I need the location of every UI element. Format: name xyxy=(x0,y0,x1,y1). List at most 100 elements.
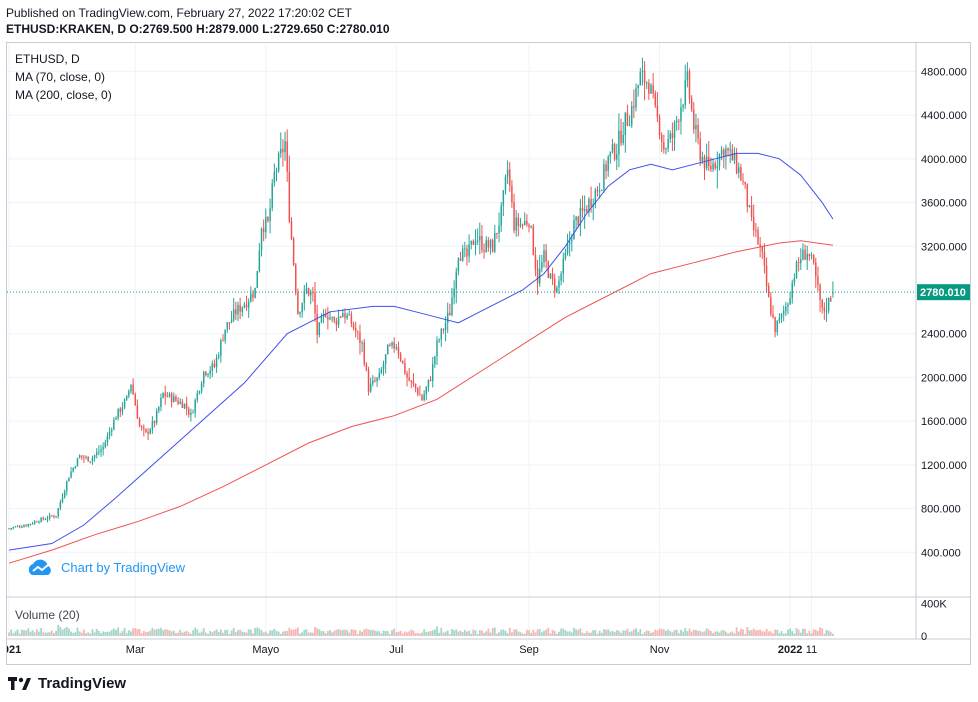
volume-bar xyxy=(759,629,762,636)
volume-bar xyxy=(288,627,291,636)
volume-bar xyxy=(254,628,256,636)
candle-body xyxy=(605,164,607,172)
volume-bar xyxy=(307,632,310,636)
candle-body xyxy=(701,156,704,162)
volume-bar xyxy=(532,629,535,636)
volume-bar xyxy=(237,630,239,636)
volume-bar xyxy=(200,631,203,636)
time-tick-label: Jul xyxy=(389,644,403,656)
candle-body xyxy=(530,226,532,228)
volume-bar xyxy=(170,631,173,636)
candle-body xyxy=(566,244,569,253)
volume-bar xyxy=(637,632,640,636)
candle-body xyxy=(714,163,716,169)
candle-body xyxy=(387,344,389,355)
candle-body xyxy=(10,528,12,530)
volume-bar xyxy=(814,629,817,636)
volume-bar xyxy=(204,632,207,636)
candle-body xyxy=(275,170,278,172)
candle-body xyxy=(303,290,306,304)
candle-body xyxy=(746,183,749,207)
volume-bar xyxy=(399,630,402,636)
candle-body xyxy=(81,455,83,457)
candle-body xyxy=(616,154,618,160)
volume-bar xyxy=(791,631,794,636)
volume-bar xyxy=(393,628,396,636)
volume-bar xyxy=(780,631,783,636)
last-price-label: 2780.010 xyxy=(920,287,966,299)
candle-body xyxy=(299,311,301,314)
volume-bar xyxy=(249,629,252,636)
price-chart[interactable]: 400.000 800.000 1200.000 1600.000 2000.000 24… xyxy=(7,43,970,664)
volume-bar xyxy=(316,628,319,636)
legend-ma200[interactable]: MA (200, close, 0) xyxy=(15,88,112,102)
legend-ma70[interactable]: MA (70, close, 0) xyxy=(15,70,106,84)
candle-body xyxy=(472,240,475,245)
candle-body xyxy=(153,421,156,423)
candle-body xyxy=(222,340,224,342)
volume-bar xyxy=(46,632,49,636)
candle-body xyxy=(29,523,32,525)
volume-bar xyxy=(40,628,42,636)
volume-bar xyxy=(615,630,618,636)
candle-body xyxy=(262,228,265,233)
footer-logo[interactable]: TradingView xyxy=(8,675,126,692)
candle-body xyxy=(446,312,449,324)
watermark[interactable]: Chart by TradingView xyxy=(25,556,185,578)
candle-body xyxy=(630,106,633,126)
candle-body xyxy=(718,154,721,167)
volume-bar xyxy=(341,629,344,636)
volume-bar xyxy=(267,633,269,636)
volume-label[interactable]: Volume (20) xyxy=(15,608,80,622)
candle-body xyxy=(220,340,222,356)
volume-bar xyxy=(192,630,194,636)
volume-bar xyxy=(555,633,558,636)
volume-bar xyxy=(787,629,789,636)
volume-bar xyxy=(521,633,524,636)
candle-body xyxy=(757,229,759,245)
candle-body xyxy=(100,449,102,452)
candle-body xyxy=(464,248,466,250)
candle-body xyxy=(284,141,286,153)
volume-bar xyxy=(538,629,541,636)
volume-bar xyxy=(433,629,436,636)
candle-body xyxy=(688,71,691,99)
candle-body xyxy=(350,314,353,324)
candle-body xyxy=(414,383,417,389)
volume-bar xyxy=(76,627,79,636)
candle-body xyxy=(795,261,798,278)
volume-bar xyxy=(8,632,10,636)
candle-body xyxy=(164,392,166,397)
candle-body xyxy=(115,418,117,420)
volume-bar xyxy=(245,632,248,636)
candle-body xyxy=(519,224,522,227)
volume-bar xyxy=(292,629,295,636)
candle-body xyxy=(410,380,413,382)
candle-body xyxy=(564,252,567,259)
candle-body xyxy=(140,426,143,428)
volume-bar xyxy=(190,633,192,636)
volume-bar xyxy=(258,628,261,636)
candle-body xyxy=(288,171,291,222)
candle-body xyxy=(825,310,828,312)
candle-body xyxy=(624,112,627,136)
volume-bar xyxy=(247,629,250,636)
candle-body xyxy=(354,328,357,332)
candle-body xyxy=(532,226,535,255)
volume-bar xyxy=(50,630,53,636)
candle-body xyxy=(207,373,209,376)
volume-bar xyxy=(769,631,772,636)
volume-bar xyxy=(682,631,684,636)
candle-body xyxy=(213,363,216,367)
volume-bar xyxy=(65,626,68,636)
volume-bar xyxy=(735,627,738,636)
volume-bar xyxy=(239,629,242,636)
candle-body xyxy=(406,373,408,378)
candle-body xyxy=(712,163,714,170)
chart-frame[interactable]: 400.000 800.000 1200.000 1600.000 2000.000 24… xyxy=(6,42,971,665)
volume-bar xyxy=(496,633,498,636)
volume-bar xyxy=(705,628,708,636)
candle-body xyxy=(596,189,599,192)
volume-bar xyxy=(172,630,175,636)
volume-bar xyxy=(564,630,567,636)
